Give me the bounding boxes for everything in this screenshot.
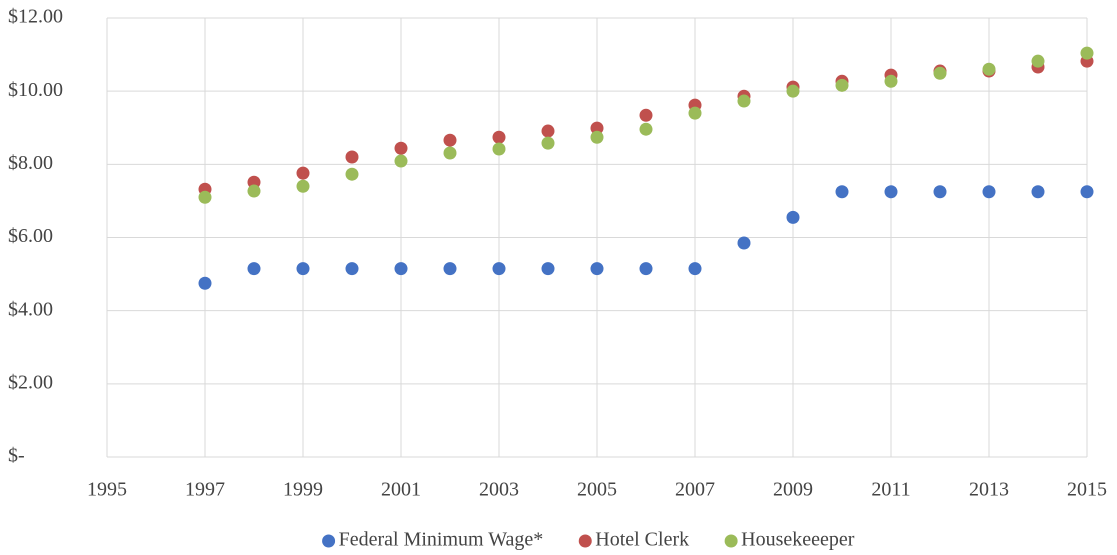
legend-marker xyxy=(724,534,738,548)
data-point xyxy=(492,262,506,276)
data-point xyxy=(198,190,212,204)
x-tick-label: 1999 xyxy=(283,479,323,501)
y-tick-label: $- xyxy=(8,445,25,467)
legend-label: Federal Minimum Wage* xyxy=(339,529,544,551)
data-point xyxy=(1031,185,1045,199)
y-tick-label: $6.00 xyxy=(8,225,53,247)
data-point xyxy=(492,130,506,144)
data-point xyxy=(247,262,261,276)
y-tick-label: $8.00 xyxy=(8,152,53,174)
x-tick-label: 2005 xyxy=(577,479,617,501)
data-point xyxy=(933,66,947,80)
data-point xyxy=(198,276,212,290)
y-tick-label: $12.00 xyxy=(8,6,63,28)
legend-marker xyxy=(322,534,336,548)
data-point xyxy=(737,236,751,250)
data-point xyxy=(394,262,408,276)
data-point xyxy=(639,108,653,122)
data-point xyxy=(296,262,310,276)
data-point xyxy=(884,74,898,88)
data-point xyxy=(1080,46,1094,60)
x-tick-label: 2007 xyxy=(675,479,715,501)
data-point xyxy=(982,62,996,76)
data-point xyxy=(345,150,359,164)
data-point xyxy=(835,185,849,199)
x-tick-label: 2013 xyxy=(969,479,1009,501)
data-point xyxy=(884,185,898,199)
data-point xyxy=(394,154,408,168)
data-point xyxy=(688,262,702,276)
legend-label: Housekeeeper xyxy=(741,529,855,551)
data-point xyxy=(933,185,947,199)
data-point xyxy=(345,167,359,181)
data-point xyxy=(345,262,359,276)
data-point xyxy=(590,121,604,135)
y-tick-label: $10.00 xyxy=(8,79,63,101)
data-point xyxy=(394,141,408,155)
x-tick-label: 1995 xyxy=(87,479,127,501)
data-point xyxy=(541,136,555,150)
x-tick-label: 2001 xyxy=(381,479,421,501)
x-tick-label: 2003 xyxy=(479,479,519,501)
data-point xyxy=(688,106,702,120)
data-point xyxy=(296,166,310,180)
data-point xyxy=(590,130,604,144)
legend-marker xyxy=(578,534,592,548)
data-point xyxy=(639,122,653,136)
data-point xyxy=(443,262,457,276)
data-point xyxy=(737,94,751,108)
y-tick-label: $4.00 xyxy=(8,298,53,320)
x-tick-label: 2009 xyxy=(773,479,813,501)
data-point xyxy=(639,262,653,276)
data-point xyxy=(982,185,996,199)
data-point xyxy=(1031,54,1045,68)
data-point xyxy=(786,210,800,224)
data-point xyxy=(492,142,506,156)
data-point xyxy=(247,184,261,198)
data-point xyxy=(1080,185,1094,199)
x-tick-label: 2011 xyxy=(871,479,910,501)
y-tick-label: $2.00 xyxy=(8,371,53,393)
data-point xyxy=(835,78,849,92)
data-point xyxy=(541,262,555,276)
data-point xyxy=(541,124,555,138)
data-point xyxy=(590,262,604,276)
x-tick-label: 1997 xyxy=(185,479,225,501)
data-point xyxy=(443,146,457,160)
x-tick-label: 2015 xyxy=(1067,479,1107,501)
data-point xyxy=(786,84,800,98)
legend-label: Hotel Clerk xyxy=(595,529,689,551)
data-point xyxy=(296,179,310,193)
data-point xyxy=(443,133,457,147)
